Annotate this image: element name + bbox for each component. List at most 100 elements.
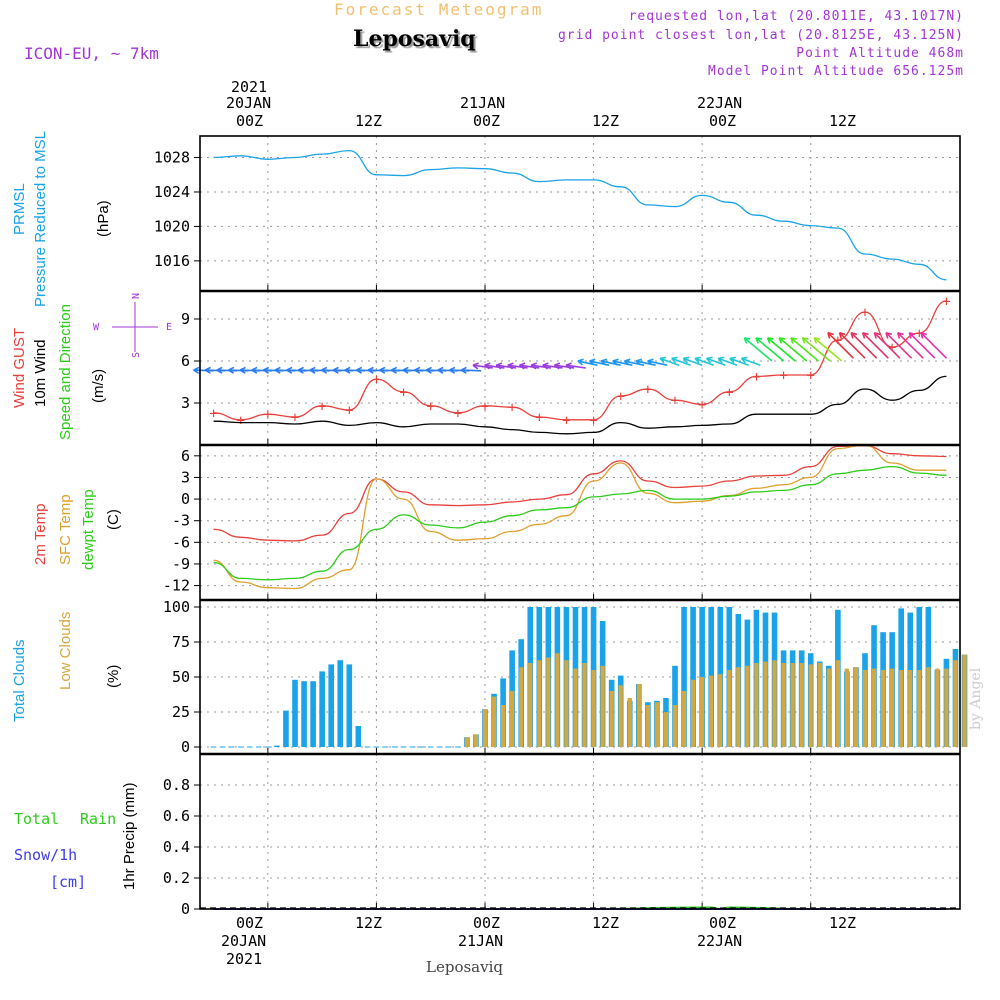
wind-arrow-head bbox=[741, 356, 748, 360]
wind-arrow bbox=[659, 357, 680, 366]
wind-arrow-head bbox=[425, 366, 432, 371]
wind-arrow-head bbox=[802, 337, 809, 340]
gust-marker: + bbox=[671, 393, 679, 409]
wind-arrow-head bbox=[286, 366, 293, 371]
panel-frame bbox=[199, 753, 961, 910]
bottom-hour-6: 12Z bbox=[829, 914, 857, 932]
wind-dir-label: Speed and Direction bbox=[57, 304, 74, 440]
panel-3: -12 -9 -6 -3 0 3 6 bbox=[163, 444, 961, 601]
model-label: ICON-EU, ~ 7km bbox=[24, 44, 159, 63]
low-cloud-bar bbox=[681, 691, 687, 747]
gust-marker: + bbox=[562, 413, 570, 429]
wind-arrow-head bbox=[239, 369, 246, 374]
wind-arrow-head bbox=[274, 366, 281, 371]
wind-arrow-head bbox=[862, 332, 866, 339]
wind-gust-label: Wind GUST bbox=[11, 328, 28, 408]
gust-marker: + bbox=[454, 406, 462, 422]
low-cloud-bar bbox=[537, 660, 542, 747]
wind-arrow-head bbox=[414, 369, 421, 374]
wind-arrow-head bbox=[390, 366, 398, 371]
wind-arrow bbox=[683, 357, 703, 366]
wind-arrow-head bbox=[425, 369, 432, 374]
wind-arrow bbox=[507, 364, 528, 369]
clouds-low-label: Low Clouds bbox=[57, 612, 74, 690]
low-cloud-bar bbox=[491, 696, 497, 747]
y-tick-label: -6 bbox=[172, 533, 190, 551]
low-cloud-bar bbox=[745, 665, 750, 747]
wind-arrow-head bbox=[600, 360, 607, 366]
gust-marker: + bbox=[915, 326, 923, 342]
y-tick-label: 6 bbox=[181, 352, 190, 370]
y-tick-label: 0.2 bbox=[163, 869, 190, 887]
top-date-2: 21JAN bbox=[460, 94, 506, 112]
wind-arrow-head bbox=[402, 366, 409, 371]
compass-w: W bbox=[93, 322, 100, 333]
wind-arrow-head bbox=[228, 369, 235, 374]
wind-arrow-head bbox=[460, 369, 467, 374]
total-cloud-bar bbox=[292, 679, 298, 747]
wind-arrow-head bbox=[920, 332, 924, 339]
wind-arrow-head bbox=[767, 337, 774, 340]
wind-arrow bbox=[647, 360, 668, 366]
low-cloud-bar bbox=[862, 670, 868, 747]
low-cloud-bar bbox=[835, 660, 840, 747]
wind-arrow-head bbox=[193, 366, 200, 371]
low-cloud-bar bbox=[609, 691, 614, 747]
precip-snow-label: Snow/1h bbox=[14, 846, 77, 864]
wind-arrow-head bbox=[588, 360, 595, 366]
wind-arrow-head bbox=[542, 362, 549, 366]
gust-marker: + bbox=[236, 413, 244, 429]
wind-arrow bbox=[565, 364, 586, 369]
wind-arrow-head bbox=[909, 331, 916, 336]
wind-arrow-head bbox=[507, 362, 514, 366]
total-cloud-bar bbox=[283, 710, 289, 747]
wind-arrow-head bbox=[838, 332, 843, 339]
requested-coords: requested lon,lat (20.8011E, 43.1017N) bbox=[628, 9, 964, 24]
low-cloud-bar bbox=[618, 685, 623, 747]
wind-arrow-head bbox=[862, 331, 869, 336]
gust-marker: + bbox=[345, 403, 353, 419]
wind-arrow bbox=[778, 337, 808, 362]
gust-marker: + bbox=[399, 385, 407, 401]
wind-arrow bbox=[908, 332, 936, 359]
low-cloud-bar bbox=[654, 702, 660, 747]
gust-marker: + bbox=[508, 400, 516, 416]
y-tick-label: 3 bbox=[181, 394, 190, 412]
bottom-hour-5: 00Z bbox=[709, 914, 737, 932]
gust-marker: + bbox=[291, 410, 299, 426]
y-tick-label: 1020 bbox=[154, 217, 190, 235]
y-tick-label: 1016 bbox=[154, 252, 190, 270]
low-cloud-bar bbox=[573, 668, 578, 747]
total-cloud-bar bbox=[301, 681, 307, 747]
wind-arrow bbox=[802, 337, 831, 362]
low-cloud-bar bbox=[636, 684, 641, 747]
low-cloud-bar bbox=[944, 668, 949, 747]
low-cloud-bar bbox=[582, 663, 587, 747]
grid-coords: grid point closest lon,lat (20.8125E, 43… bbox=[557, 28, 964, 43]
wind-arrow-head bbox=[790, 337, 794, 344]
wind-arrow-head bbox=[671, 357, 677, 364]
y-tick-label: -12 bbox=[163, 577, 190, 595]
wind-arrow-head bbox=[873, 332, 877, 339]
y-tick-label: 0.6 bbox=[163, 807, 190, 825]
wind-arrow-head bbox=[309, 366, 316, 371]
wind-arrow bbox=[671, 357, 691, 366]
2m-temp-line bbox=[213, 445, 947, 542]
gust-marker: + bbox=[698, 397, 706, 413]
low-cloud-bar bbox=[690, 679, 696, 747]
y-tick-label: 75 bbox=[172, 633, 190, 651]
total-cloud-bar bbox=[690, 607, 696, 747]
wind-arrow-head bbox=[874, 331, 881, 336]
low-cloud-bar bbox=[519, 667, 524, 747]
wind-arrow-head bbox=[449, 369, 456, 374]
wind-arrow-head bbox=[367, 369, 374, 374]
wind-unit: (m/s) bbox=[90, 369, 107, 403]
gust-marker: + bbox=[779, 368, 787, 384]
low-cloud-bar bbox=[482, 709, 488, 747]
bottom-hour-2: 12Z bbox=[355, 914, 383, 932]
y-tick-label: 50 bbox=[172, 668, 190, 686]
wind-arrow-head bbox=[766, 337, 771, 344]
wind-arrow-head bbox=[647, 358, 654, 362]
wind-arrow-head bbox=[519, 362, 526, 366]
outer-frame bbox=[199, 135, 961, 910]
